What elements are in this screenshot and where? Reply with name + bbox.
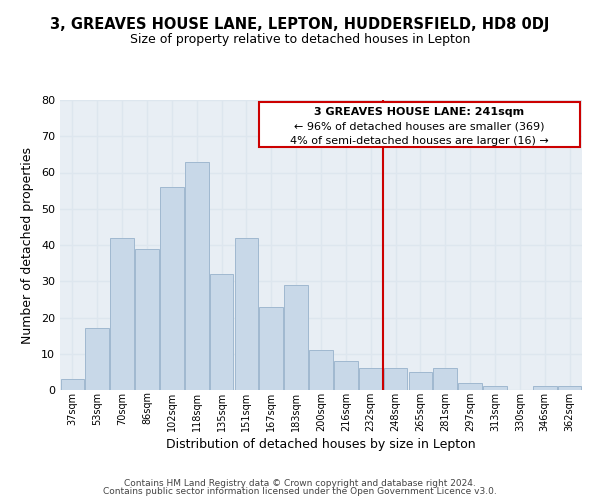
- Bar: [284, 285, 308, 390]
- Bar: [85, 328, 109, 390]
- Bar: [533, 386, 557, 390]
- Bar: [384, 368, 407, 390]
- Text: Contains HM Land Registry data © Crown copyright and database right 2024.: Contains HM Land Registry data © Crown c…: [124, 478, 476, 488]
- Bar: [160, 187, 184, 390]
- Text: 3 GREAVES HOUSE LANE: 241sqm: 3 GREAVES HOUSE LANE: 241sqm: [314, 108, 524, 118]
- FancyBboxPatch shape: [259, 102, 580, 147]
- Bar: [458, 383, 482, 390]
- Bar: [409, 372, 432, 390]
- Bar: [483, 386, 507, 390]
- X-axis label: Distribution of detached houses by size in Lepton: Distribution of detached houses by size …: [166, 438, 476, 450]
- Bar: [334, 361, 358, 390]
- Bar: [135, 248, 159, 390]
- Text: ← 96% of detached houses are smaller (369): ← 96% of detached houses are smaller (36…: [294, 122, 544, 132]
- Bar: [185, 162, 209, 390]
- Bar: [309, 350, 333, 390]
- Bar: [210, 274, 233, 390]
- Bar: [558, 386, 581, 390]
- Bar: [259, 306, 283, 390]
- Text: Contains public sector information licensed under the Open Government Licence v3: Contains public sector information licen…: [103, 487, 497, 496]
- Text: 3, GREAVES HOUSE LANE, LEPTON, HUDDERSFIELD, HD8 0DJ: 3, GREAVES HOUSE LANE, LEPTON, HUDDERSFI…: [50, 18, 550, 32]
- Bar: [61, 379, 84, 390]
- Bar: [359, 368, 383, 390]
- Bar: [235, 238, 258, 390]
- Text: Size of property relative to detached houses in Lepton: Size of property relative to detached ho…: [130, 32, 470, 46]
- Bar: [110, 238, 134, 390]
- Y-axis label: Number of detached properties: Number of detached properties: [21, 146, 34, 344]
- Text: 4% of semi-detached houses are larger (16) →: 4% of semi-detached houses are larger (1…: [290, 136, 548, 146]
- Bar: [433, 368, 457, 390]
